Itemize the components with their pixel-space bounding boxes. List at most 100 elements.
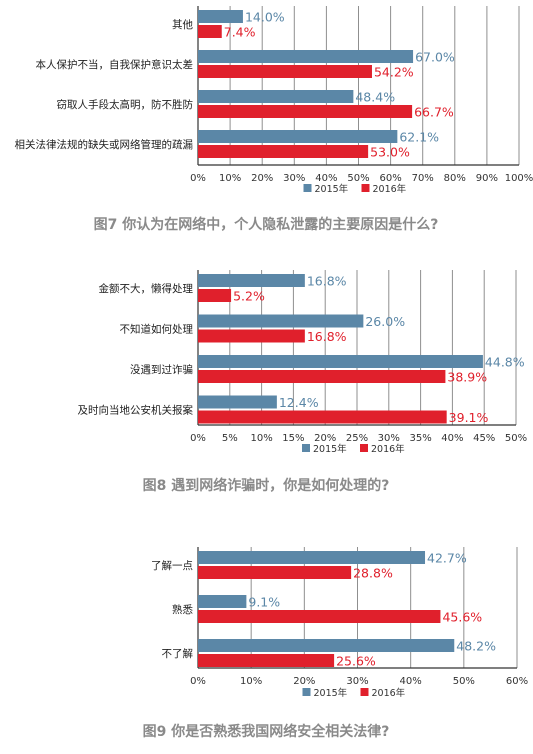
data-label: 62.1% [399,130,439,145]
tick-label: 40% [400,676,422,687]
category-label: 本人保护不当，自我保护意识太差 [36,58,194,71]
tick-label: 30% [378,433,400,444]
bar [198,395,277,409]
tick-label: 30% [346,676,368,687]
data-label: 28.8% [353,566,393,581]
bar [198,314,364,328]
tick-label: 80% [444,173,466,184]
data-label: 9.1% [248,595,280,610]
tick-label: 10% [250,433,272,444]
tick-label: 40% [315,173,337,184]
tick-label: 45% [473,433,495,444]
data-label: 66.7% [414,105,454,120]
data-label: 39.1% [449,410,489,425]
tick-label: 0% [190,676,206,687]
data-label: 14.0% [245,10,285,25]
bar [198,274,305,287]
bar [198,639,455,652]
data-label: 67.0% [415,50,455,65]
chart-title: 图8 遇到网络诈骗时，你是如何处理的? [143,477,390,494]
category-label: 熟悉 [172,603,193,616]
bar [198,566,352,579]
tick-label: 70% [412,173,434,184]
data-label: 16.8% [307,274,347,289]
tick-label: 20% [251,173,273,184]
tick-label: 100% [505,173,533,184]
bar [198,50,414,63]
data-label: 16.8% [307,329,347,344]
data-label: 26.0% [365,314,405,329]
data-label: 7.4% [224,25,256,40]
legend-label: 2015年 [314,687,348,699]
category-label: 金额不大，懒得处理 [99,282,194,295]
data-label: 5.2% [233,289,265,304]
tick-label: 0% [190,173,206,184]
bar [198,130,398,143]
tick-label: 25% [346,433,368,444]
tick-label: 35% [409,433,431,444]
tick-label: 30% [283,173,305,184]
data-label: 48.2% [456,639,496,654]
tick-label: 15% [282,433,304,444]
chart-title: 图7 你认为在网络中，个人隐私泄露的主要原因是什么? [94,216,439,233]
chart-title: 图9 你是否熟悉我国网络安全相关法律? [143,723,390,740]
tick-label: 90% [476,173,498,184]
legend-label: 2016年 [372,687,406,699]
bar [198,105,413,118]
category-label: 不了解 [162,647,194,660]
bar [198,145,369,158]
data-label: 25.6% [336,654,376,669]
legend-swatch [302,688,311,696]
tick-label: 10% [240,676,262,687]
bar [198,370,446,383]
legend-swatch [360,688,369,696]
data-label: 42.7% [427,551,467,566]
category-label: 及时向当地公安机关报案 [78,404,194,417]
tick-label: 5% [222,433,238,444]
data-label: 48.4% [355,90,395,105]
legend-swatch [361,184,370,192]
tick-label: 40% [441,433,463,444]
data-label: 12.4% [279,395,319,410]
tick-label: 50% [347,173,369,184]
legend-swatch [360,444,368,452]
category-label: 没遇到过诈骗 [130,363,193,376]
bar [198,65,372,78]
bar [198,355,483,368]
tick-label: 60% [506,676,528,687]
legend-label: 2016年 [371,443,405,455]
bar [198,10,243,23]
tick-label: 10% [219,173,241,184]
bar [198,654,335,667]
legend-label: 2015年 [315,183,349,195]
data-label: 38.9% [447,370,487,385]
legend-swatch [303,184,312,192]
tick-label: 0% [190,433,206,444]
data-label: 54.2% [374,65,414,80]
bar [198,289,232,302]
tick-label: 20% [293,676,315,687]
bar [198,595,247,608]
category-label: 了解一点 [151,559,193,572]
tick-label: 50% [453,676,475,687]
bar [198,410,447,424]
tick-label: 60% [379,173,401,184]
legend-swatch [302,444,310,452]
data-label: 53.0% [370,145,410,160]
bar [198,25,222,38]
category-label: 不知道如何处理 [120,323,194,336]
bar [198,610,441,623]
tick-label: 20% [314,433,336,444]
data-label: 44.8% [485,355,525,370]
bar [198,90,354,103]
category-label: 相关法律法规的缺失或网络管理的疏漏 [15,138,194,151]
category-label: 其他 [172,18,193,31]
data-label: 45.6% [442,610,482,625]
tick-label: 50% [505,433,527,444]
category-label: 窃取人手段太高明，防不胜防 [57,98,194,111]
bar [198,551,426,564]
legend-label: 2015年 [313,443,347,455]
bar [198,329,305,343]
legend-label: 2016年 [373,183,407,195]
